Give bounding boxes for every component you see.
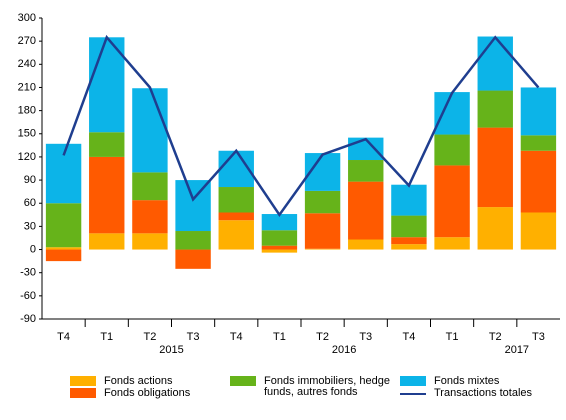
- y-tick-label: 180: [18, 105, 36, 117]
- x-tick-label: T3: [187, 331, 200, 343]
- bar-segment: [132, 233, 168, 250]
- x-tick-label: T1: [100, 331, 113, 343]
- y-tick-label: -90: [20, 313, 36, 325]
- x-group-label: 2016: [332, 344, 356, 356]
- bar-segment: [520, 135, 557, 151]
- bar-segment: [434, 165, 470, 238]
- bar-segment: [89, 37, 125, 133]
- x-tick-label: T2: [489, 331, 502, 343]
- legend-item: Fonds mixtes: [400, 376, 499, 387]
- bar-segment: [218, 212, 254, 221]
- x-tick-label: T3: [532, 331, 545, 343]
- legend-swatch: [230, 376, 256, 386]
- line: [62, 34, 540, 217]
- bar-segment: [477, 207, 513, 250]
- bar-segment: [520, 150, 557, 213]
- y-tick-label: -30: [20, 267, 36, 279]
- bar-segment: [175, 180, 211, 232]
- bar-segment: [520, 87, 557, 136]
- bar-segment: [89, 132, 125, 157]
- x-tick-label: T4: [230, 331, 243, 343]
- x-group-label: 2017: [505, 344, 529, 356]
- bar-segment: [261, 245, 298, 250]
- x-tick-label: T1: [273, 331, 286, 343]
- bar-segment: [218, 187, 254, 213]
- y-tick-label: 300: [18, 12, 36, 24]
- bar-segment: [434, 92, 470, 135]
- bar-segment: [477, 127, 513, 208]
- bar-segment: [348, 160, 384, 182]
- y-tick-label: 30: [24, 220, 36, 232]
- x-tick-label: T4: [57, 331, 70, 343]
- x-tick-label: T2: [143, 331, 156, 343]
- legend-label: Fonds obligations: [104, 387, 191, 399]
- legend-item: Transactions totales: [400, 388, 532, 399]
- bar-segment: [391, 215, 427, 238]
- x-tick-label: T4: [402, 331, 415, 343]
- bar-segment: [391, 184, 427, 216]
- x-tick-label: T3: [359, 331, 372, 343]
- bar-segment: [261, 249, 298, 253]
- legend-label: Fonds mixtes: [434, 375, 500, 387]
- legend-swatch: [70, 388, 96, 398]
- legend-label: Fonds immobiliers, hedge funds, autres f…: [264, 375, 390, 398]
- bar-segment: [218, 220, 254, 250]
- y-tick-label: 60: [24, 197, 36, 209]
- legend-label: Transactions totales: [434, 387, 533, 399]
- legend-item: Fonds obligations: [70, 388, 190, 399]
- legend-swatch: [70, 376, 96, 386]
- x-group-label: 2015: [159, 344, 183, 356]
- bar-segment: [132, 200, 168, 234]
- bar-segment: [261, 230, 298, 246]
- x-tick-label: T2: [316, 331, 329, 343]
- bar-segment: [520, 212, 557, 250]
- bar-segment: [391, 237, 427, 245]
- bar-segment: [304, 213, 341, 249]
- y-tick-label: 270: [18, 35, 36, 47]
- bar-segment: [348, 239, 384, 250]
- bar-segment: [477, 90, 513, 128]
- legend-swatch: [400, 393, 426, 395]
- bar-segment: [391, 244, 427, 250]
- y-tick-label: 90: [24, 174, 36, 186]
- bar-segment: [45, 247, 82, 250]
- bar-segment: [261, 214, 298, 231]
- bar-segment: [434, 237, 470, 250]
- y-tick-label: 210: [18, 81, 36, 93]
- bar-segment: [132, 88, 168, 173]
- bar-segment: [45, 203, 82, 248]
- y-tick-label: -60: [20, 290, 36, 302]
- chart: -90 -60 -30 0 30 60 90 120 150 180 210 240 270 300 T4 T…: [18, 12, 560, 356]
- bar-segment: [132, 172, 168, 201]
- legend-item: Fonds immobiliers, hedge funds, autres f…: [230, 376, 390, 398]
- bar-segment: [45, 249, 82, 262]
- bar-segment: [477, 36, 513, 91]
- bar-segment: [304, 248, 341, 250]
- bar-segment: [348, 181, 384, 240]
- x-tick-label: T1: [446, 331, 459, 343]
- legend-item: Fonds actions: [70, 376, 172, 387]
- bar-segment: [175, 249, 211, 269]
- bar-segment: [434, 134, 470, 166]
- legend-label: Fonds actions: [104, 375, 173, 387]
- y-tick-label: 120: [18, 151, 36, 163]
- y-tick-label: 0: [30, 243, 36, 255]
- y-tick-label: 150: [18, 128, 36, 140]
- legend-swatch: [400, 376, 426, 386]
- bar-segment: [89, 156, 125, 234]
- bar-segment: [175, 231, 211, 250]
- bar-segment: [304, 190, 341, 214]
- y-tick-label: 240: [18, 58, 36, 70]
- bar-segment: [89, 233, 125, 250]
